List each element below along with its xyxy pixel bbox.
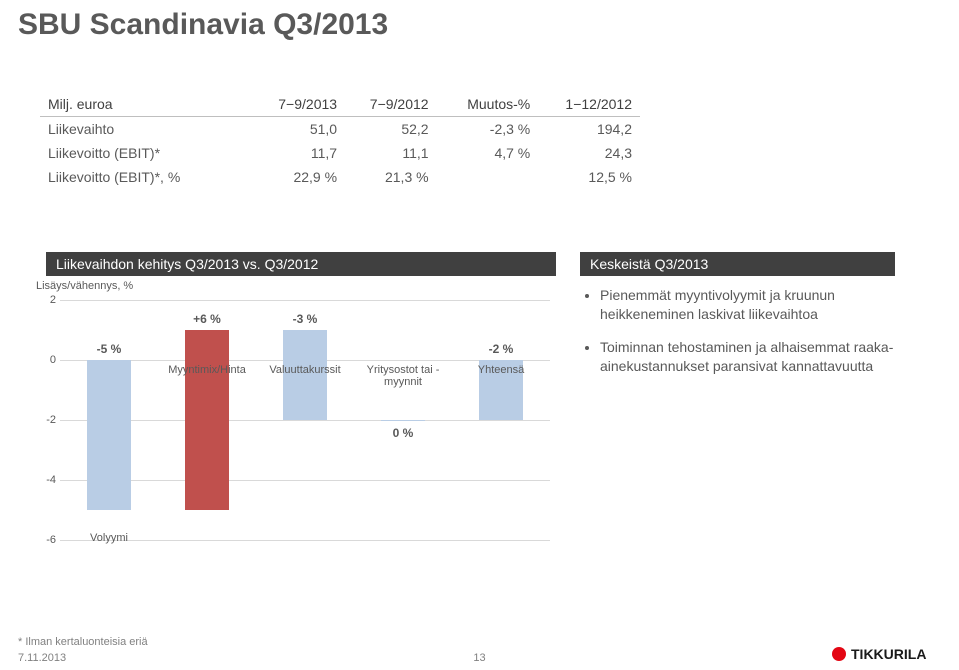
chart-x-category-label: Yritysostot tai -myynnit <box>358 364 448 388</box>
cell <box>437 165 539 189</box>
cell: Liikevaihto <box>40 117 254 142</box>
chart-bar-value-label: -5 % <box>87 342 131 528</box>
table-row: Liikevoitto (EBIT)*, % 22,9 % 21,3 % 12,… <box>40 165 640 189</box>
chart-x-category-label: Valuuttakurssit <box>260 364 350 376</box>
chart-bar-value-label: 0 % <box>381 426 425 440</box>
cell: 24,3 <box>538 141 640 165</box>
chart-y-tick-label: 2 <box>36 294 56 306</box>
chart-bar-value-label: -2 % <box>479 342 523 438</box>
revenue-change-chart: Lisäys/vähennys, % 20-2-4-6-5 %Volyymi+6… <box>30 280 560 580</box>
list-item: Pienemmät myyntivolyymit ja kruunun heik… <box>600 286 920 324</box>
chart-x-category-label: Volyymi <box>64 532 154 544</box>
chart-plot-area: 20-2-4-6-5 %Volyymi+6 %Myyntimix/Hinta-3… <box>60 300 550 540</box>
chart-bar-value-label: +6 % <box>185 312 229 528</box>
chart-x-category-label: Yhteensä <box>456 364 546 376</box>
col-header: 7−9/2012 <box>345 92 437 117</box>
section-header-chart: Liikevaihdon kehitys Q3/2013 vs. Q3/2012 <box>46 252 556 276</box>
chart-bar: 0 % <box>381 420 425 421</box>
chart-y-axis-label: Lisäys/vähennys, % <box>36 280 133 292</box>
section-header-keypoints: Keskeistä Q3/2013 <box>580 252 895 276</box>
logo-dot-icon <box>832 647 846 661</box>
chart-bar: +6 % <box>185 330 229 510</box>
cell: 4,7 % <box>437 141 539 165</box>
cell: 51,0 <box>254 117 346 142</box>
chart-y-tick-label: -6 <box>36 534 56 546</box>
table-row: Liikevoitto (EBIT)* 11,7 11,1 4,7 % 24,3 <box>40 141 640 165</box>
cell: 22,9 % <box>254 165 346 189</box>
chart-x-category-label: Myyntimix/Hinta <box>162 364 252 376</box>
col-header: 7−9/2013 <box>254 92 346 117</box>
cell: 11,1 <box>345 141 437 165</box>
col-header: Milj. euroa <box>40 92 254 117</box>
chart-y-tick-label: 0 <box>36 354 56 366</box>
page-title: SBU Scandinavia Q3/2013 <box>18 8 388 42</box>
table-row: Liikevaihto 51,0 52,2 -2,3 % 194,2 <box>40 117 640 142</box>
chart-y-tick-label: -2 <box>36 414 56 426</box>
tikkurila-logo: TIKKURILA <box>831 644 941 664</box>
cell: Liikevoitto (EBIT)*, % <box>40 165 254 189</box>
col-header: Muutos-% <box>437 92 539 117</box>
cell: 52,2 <box>345 117 437 142</box>
col-header: 1−12/2012 <box>538 92 640 117</box>
table-header-row: Milj. euroa 7−9/2013 7−9/2012 Muutos-% 1… <box>40 92 640 117</box>
footer-date: 7.11.2013 <box>18 652 66 664</box>
logo-text: TIKKURILA <box>851 646 926 662</box>
chart-y-tick-label: -4 <box>36 474 56 486</box>
list-item: Toiminnan tehostaminen ja alhaisemmat ra… <box>600 338 920 376</box>
chart-gridline <box>60 480 550 481</box>
cell: -2,3 % <box>437 117 539 142</box>
chart-gridline <box>60 300 550 301</box>
financial-table: Milj. euroa 7−9/2013 7−9/2012 Muutos-% 1… <box>40 92 640 189</box>
key-points-list: Pienemmät myyntivolyymit ja kruunun heik… <box>600 286 920 390</box>
footer-page-number: 13 <box>473 652 485 664</box>
cell: 11,7 <box>254 141 346 165</box>
footnote: * Ilman kertaluonteisia eriä <box>18 636 148 648</box>
cell: 194,2 <box>538 117 640 142</box>
cell: 21,3 % <box>345 165 437 189</box>
chart-bar: -5 % <box>87 360 131 510</box>
cell: Liikevoitto (EBIT)* <box>40 141 254 165</box>
cell: 12,5 % <box>538 165 640 189</box>
